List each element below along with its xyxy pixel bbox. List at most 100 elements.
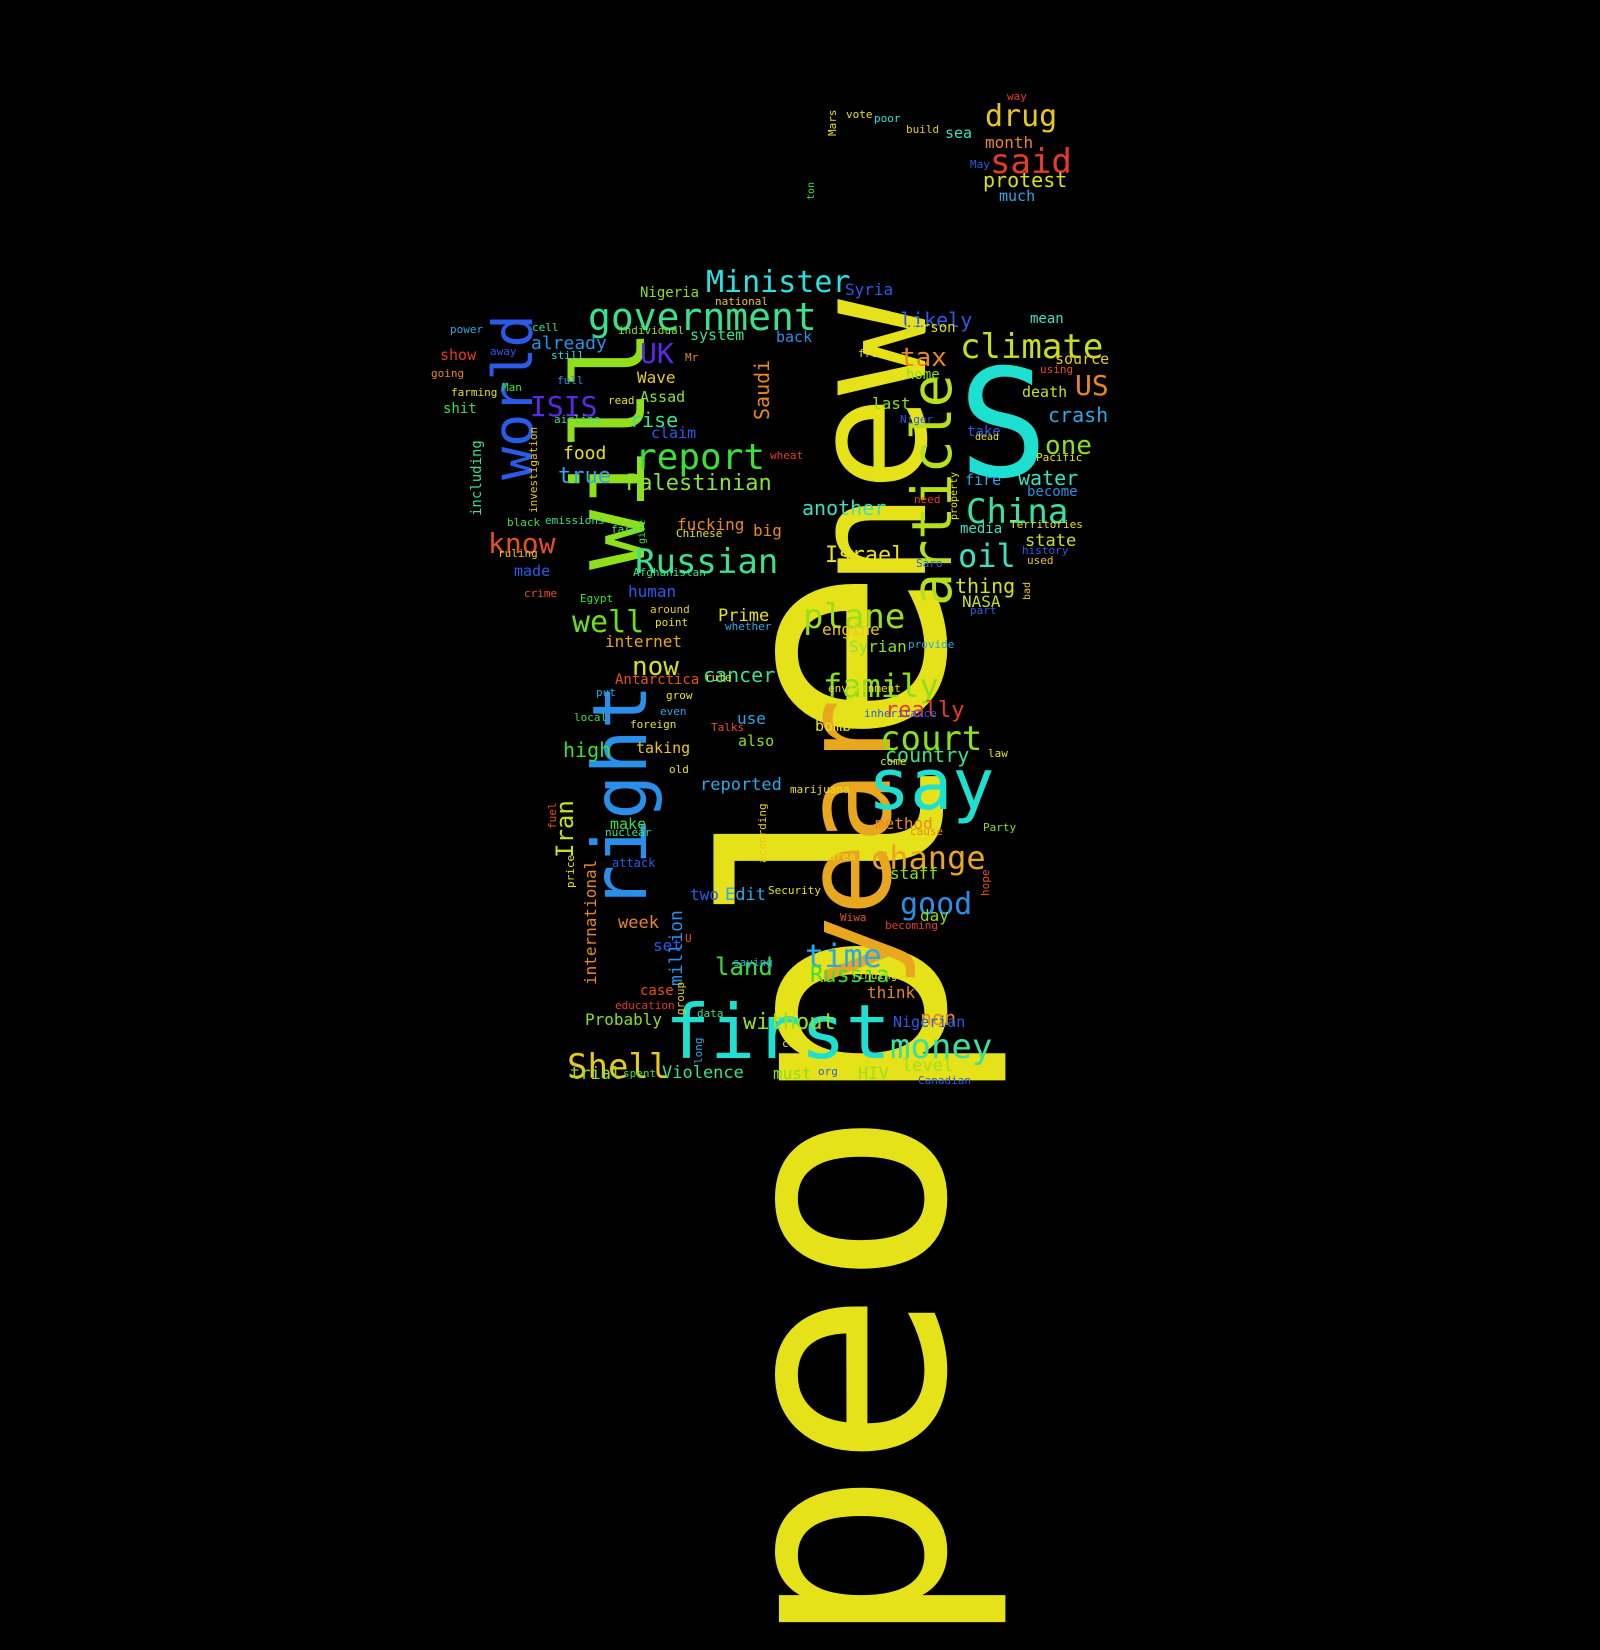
- cloud-word-high: high: [563, 738, 612, 762]
- cloud-word-level: level: [902, 1056, 954, 1076]
- cloud-word-really: really: [885, 698, 965, 723]
- cloud-word-group: group: [674, 981, 687, 1015]
- cloud-word-mars: Mars: [826, 109, 839, 137]
- cloud-word-saying: saying: [733, 956, 773, 969]
- cloud-word-set: set: [653, 936, 682, 955]
- cloud-word-international: international: [581, 859, 600, 985]
- cloud-word-inheritance: inheritance: [864, 707, 937, 720]
- cloud-word-day: day: [920, 906, 949, 925]
- cloud-word-reported: reported: [700, 775, 782, 795]
- cloud-word-part: part: [970, 604, 997, 617]
- cloud-word-farm: farm: [611, 523, 638, 536]
- cloud-word-crash: crash: [1048, 403, 1109, 427]
- cloud-word-know: know: [488, 527, 556, 560]
- cloud-word-climate: climate: [960, 327, 1104, 367]
- cloud-word-pacific: Pacific: [1036, 451, 1083, 464]
- cloud-word-give: give: [637, 519, 648, 544]
- cloud-word-build: build: [906, 123, 940, 136]
- cloud-word-bomb: bomb: [815, 717, 852, 735]
- cloud-word-plane: plane: [803, 597, 906, 637]
- cloud-word-become: become: [1027, 484, 1078, 500]
- cloud-word-case: case: [640, 983, 674, 999]
- cloud-word-first: first: [665, 988, 891, 1076]
- cloud-word-individual: individual: [618, 324, 685, 337]
- cloud-word-thing: thing: [955, 574, 1016, 598]
- cloud-word-still: still: [551, 349, 585, 362]
- cloud-word-cell: cell: [532, 321, 559, 334]
- cloud-word-already: already: [531, 333, 607, 354]
- cloud-word-long: long: [692, 1037, 705, 1065]
- cloud-word-syria: Syria: [845, 280, 894, 299]
- cloud-word-dead: dead: [975, 432, 1000, 443]
- cloud-word-much: much: [999, 187, 1036, 205]
- cloud-word-protest: protest: [983, 168, 1068, 192]
- cloud-word-big: big: [753, 521, 782, 540]
- cloud-word-russia: Russia: [810, 963, 890, 988]
- cloud-word-report: report: [635, 437, 766, 478]
- cloud-word-russian: Russian: [635, 542, 779, 582]
- cloud-word-environment: environment: [828, 682, 901, 695]
- cloud-word-use: use: [737, 709, 766, 728]
- cloud-word-take: take: [967, 424, 1001, 440]
- cloud-word-may: May: [970, 158, 990, 171]
- cloud-word-without: without: [743, 1010, 836, 1035]
- cloud-word-claim: claim: [651, 424, 697, 442]
- cloud-word-violence: Violence: [662, 1063, 744, 1083]
- cloud-word-minister: Minister: [706, 265, 851, 300]
- cloud-word-water: water: [1018, 466, 1079, 490]
- cloud-word-ruling: ruling: [498, 547, 538, 560]
- cloud-word-israel: Israel: [825, 543, 905, 568]
- cloud-word-show: show: [440, 346, 477, 364]
- cloud-word-isis: ISIS: [530, 390, 598, 423]
- cloud-word-power: power: [450, 323, 484, 336]
- cloud-word-emissions: emissions: [545, 514, 605, 527]
- cloud-word-local: local: [574, 711, 608, 724]
- cloud-word-fire: fire: [965, 471, 1002, 489]
- cloud-word-fucking: fucking: [677, 515, 745, 534]
- cloud-word-us: US: [1075, 369, 1109, 402]
- cloud-word-one: one: [1045, 431, 1092, 461]
- cloud-word-wiwa: Wiwa: [840, 911, 867, 924]
- cloud-word-uk: UK: [640, 337, 674, 370]
- cloud-word-shell: Shell: [567, 1047, 670, 1087]
- cloud-word-must: must: [773, 1064, 812, 1083]
- cloud-word-security: Security: [768, 884, 821, 897]
- cloud-word-free: free: [858, 347, 885, 360]
- cloud-word-shit: shit: [443, 401, 477, 417]
- cloud-word-food: food: [563, 443, 607, 464]
- cloud-word-talks: Talks: [711, 721, 745, 734]
- cloud-word-nasa: NASA: [962, 592, 1001, 611]
- cloud-word-month: month: [985, 133, 1034, 152]
- cloud-word-national: national: [715, 295, 768, 308]
- cloud-word-likely: likely: [900, 308, 973, 332]
- cloud-word-time: time: [805, 937, 883, 975]
- cloud-word-using: using: [1040, 363, 1074, 376]
- cloud-word-think: think: [867, 983, 916, 1002]
- cloud-word-good: good: [900, 887, 973, 922]
- cloud-word-around: around: [650, 603, 690, 616]
- cloud-word-farming: farming: [451, 386, 498, 399]
- cloud-word-said: said: [990, 142, 1072, 182]
- cloud-word-marijuana: marijuana: [790, 783, 850, 796]
- cloud-word-provide: provide: [908, 638, 955, 651]
- cloud-word-party: Party: [983, 821, 1017, 834]
- cloud-word-brought: brought: [842, 557, 889, 570]
- cloud-word-tax: tax: [900, 343, 947, 373]
- cloud-word-way: way: [1007, 90, 1027, 103]
- cloud-word-going: going: [431, 367, 465, 380]
- cloud-word-man: Man: [502, 381, 522, 394]
- cloud-word-s: S: [958, 338, 1049, 512]
- cloud-word-made: made: [514, 562, 551, 580]
- cloud-word-wave: Wave: [637, 368, 676, 387]
- cloud-word-court: court: [880, 719, 983, 759]
- cloud-word-law: law: [988, 747, 1008, 760]
- cloud-word-staff: staff: [890, 864, 939, 883]
- cloud-word-edit: Edit: [725, 885, 766, 905]
- cloud-word-egypt: Egypt: [580, 592, 614, 605]
- cloud-word-palestinian: Palestinian: [626, 471, 772, 496]
- cloud-word-home: home: [906, 367, 940, 383]
- cloud-word-cancer: cancer: [703, 663, 776, 687]
- cloud-word-becoming: becoming: [885, 919, 938, 932]
- cloud-word-fuel: fuel: [546, 802, 559, 830]
- cloud-word-sea: sea: [945, 124, 973, 142]
